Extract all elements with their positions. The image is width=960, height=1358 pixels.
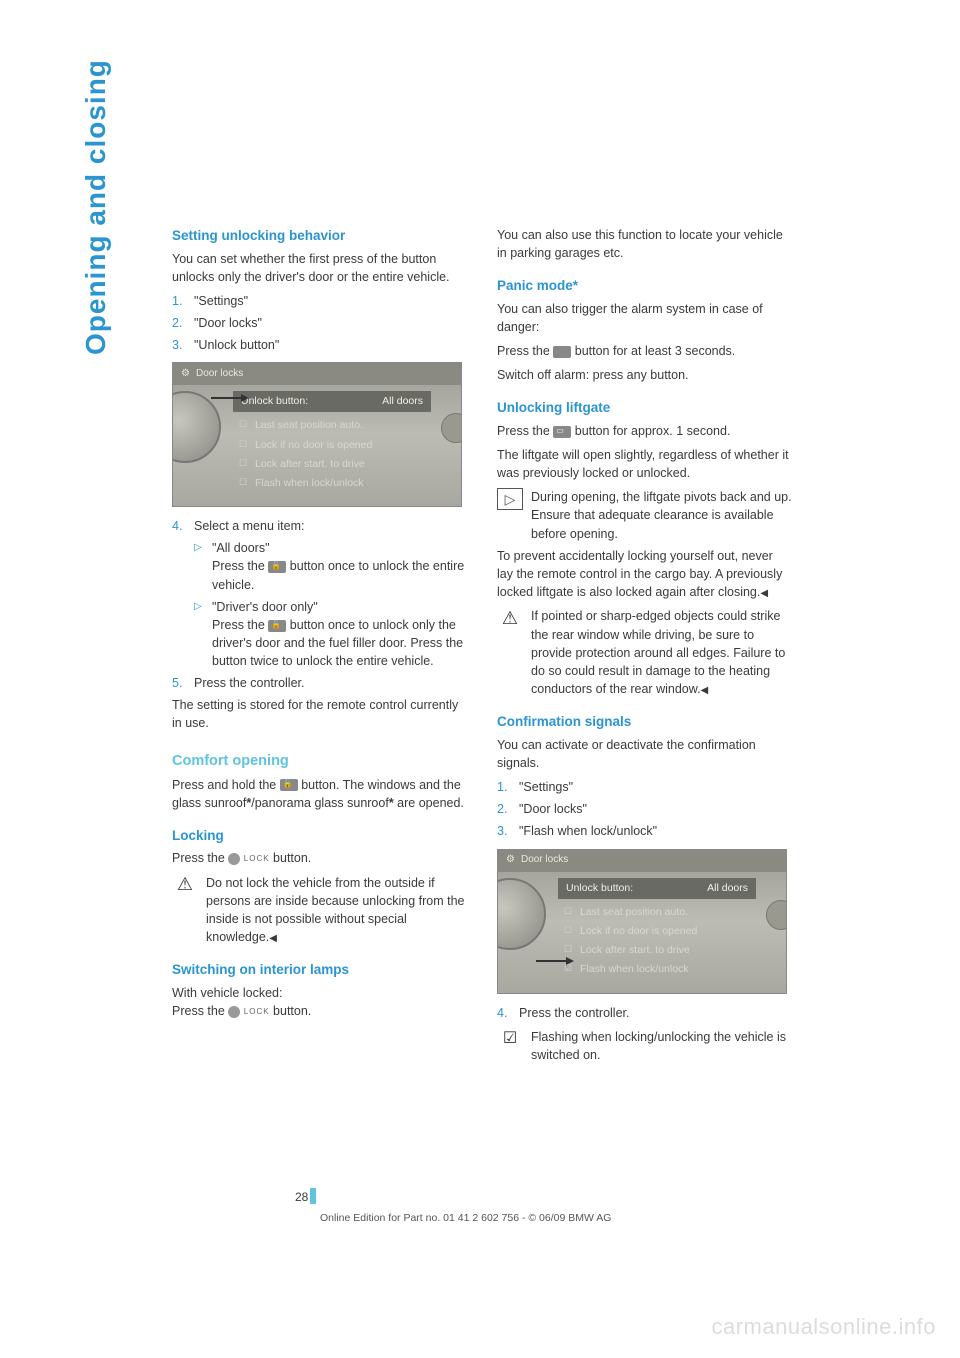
para: You can also trigger the alarm system in… xyxy=(497,300,792,336)
step-num: 3. xyxy=(497,822,519,840)
warning-icon xyxy=(172,874,198,896)
menu-row: Last seat position auto. xyxy=(558,903,756,922)
menu-row-selected: Unlock button:All doors xyxy=(558,878,756,899)
heading-comfort-opening: Comfort opening xyxy=(172,751,467,772)
menu-screenshot-2: ⚙Door locks Unlock button:All doors Last… xyxy=(497,849,787,994)
para: You can activate or deactivate the confi… xyxy=(497,736,792,772)
list-item: 1."Settings" xyxy=(497,778,792,796)
step-text: Press the controller. xyxy=(519,1004,792,1022)
para: You can also use this function to locate… xyxy=(497,226,792,262)
para: You can set whether the first press of t… xyxy=(172,250,467,286)
section-title: Opening and closing xyxy=(80,59,112,355)
page-number-accent xyxy=(310,1188,316,1204)
step-num: 1. xyxy=(497,778,519,796)
menu-header: ⚙Door locks xyxy=(173,363,461,385)
para: With vehicle locked: Press the LOCK butt… xyxy=(172,984,467,1020)
menu-row: Lock after start. to drive xyxy=(233,455,431,474)
unlock-button-icon xyxy=(268,561,286,573)
left-column: Setting unlocking behavior You can set w… xyxy=(172,226,467,1068)
note-text: Do not lock the vehicle from the outside… xyxy=(206,874,467,947)
warning-icon xyxy=(497,607,523,629)
footer: Online Edition for Part no. 01 41 2 602 … xyxy=(320,1212,611,1224)
list-item: 3."Unlock button" xyxy=(172,336,467,354)
para: To prevent accidentally locking yourself… xyxy=(497,547,792,602)
menu-row: Flash when lock/unlock xyxy=(233,474,431,493)
heading-setting-unlocking: Setting unlocking behavior xyxy=(172,226,467,246)
right-column: You can also use this function to locate… xyxy=(497,226,792,1068)
check-note: Flashing when locking/unlocking the vehi… xyxy=(497,1028,792,1064)
step-num: 5. xyxy=(172,674,194,692)
para: Press the button for at least 3 seconds. xyxy=(497,342,792,360)
pointer-arrow-icon xyxy=(536,960,568,962)
lock-label: LOCK xyxy=(244,853,270,865)
liftgate-button-icon xyxy=(553,426,571,438)
warning-note: If pointed or sharp-edged objects could … xyxy=(497,607,792,698)
step-text: "Door locks" xyxy=(194,314,467,332)
list-item: 2."Door locks" xyxy=(497,800,792,818)
menu-screenshot-1: ⚙Door locks Unlock button:All doors Last… xyxy=(172,362,462,507)
list-item: 4.Select a menu item: xyxy=(172,517,467,535)
para: Press and hold the button. The windows a… xyxy=(172,776,467,812)
para: Press the LOCK button. xyxy=(172,849,467,867)
list-item: 3."Flash when lock/unlock" xyxy=(497,822,792,840)
heading-locking: Locking xyxy=(172,826,467,846)
step-num: 3. xyxy=(172,336,194,354)
info-icon xyxy=(497,488,523,510)
lock-circle-icon xyxy=(228,853,240,865)
step-num: 1. xyxy=(172,292,194,310)
page-body: Setting unlocking behavior You can set w… xyxy=(172,226,792,1068)
note-text: During opening, the liftgate pivots back… xyxy=(531,488,792,542)
heading-unlocking-liftgate: Unlocking liftgate xyxy=(497,398,792,418)
list-item: 5.Press the controller. xyxy=(172,674,467,692)
sub-text: "All doors" Press the button once to unl… xyxy=(212,539,467,593)
alarm-button-icon xyxy=(553,346,571,358)
note-text: If pointed or sharp-edged objects could … xyxy=(531,607,792,698)
step-text: "Door locks" xyxy=(519,800,792,818)
step-text: "Settings" xyxy=(194,292,467,310)
heading-confirmation-signals: Confirmation signals xyxy=(497,712,792,732)
step-text: "Settings" xyxy=(519,778,792,796)
menu-row-selected: Unlock button:All doors xyxy=(233,391,431,412)
step-text: "Unlock button" xyxy=(194,336,467,354)
warning-note: Do not lock the vehicle from the outside… xyxy=(172,874,467,947)
pointer-arrow-icon xyxy=(211,397,243,399)
lock-label: LOCK xyxy=(244,1006,270,1018)
step-text: Select a menu item: xyxy=(194,517,467,535)
triangle-marker-icon: ▷ xyxy=(194,598,212,671)
menu-row: Lock after start. to drive xyxy=(558,941,756,960)
heading-interior-lamps: Switching on interior lamps xyxy=(172,960,467,980)
menu-header: ⚙Door locks xyxy=(498,850,786,872)
para: The liftgate will open slightly, regardl… xyxy=(497,446,792,482)
checkbox-icon xyxy=(497,1028,523,1050)
step-num: 2. xyxy=(497,800,519,818)
sub-list-item: ▷ "All doors" Press the button once to u… xyxy=(172,539,467,593)
info-note: During opening, the liftgate pivots back… xyxy=(497,488,792,542)
unlock-button-icon xyxy=(268,620,286,632)
menu-row: Lock if no door is opened xyxy=(558,922,756,941)
sub-text: "Driver's door only" Press the button on… xyxy=(212,598,467,671)
step-num: 2. xyxy=(172,314,194,332)
sub-list-item: ▷ "Driver's door only" Press the button … xyxy=(172,598,467,671)
triangle-marker-icon: ▷ xyxy=(194,539,212,593)
unlock-button-icon xyxy=(280,779,298,791)
para: Switch off alarm: press any button. xyxy=(497,366,792,384)
lock-circle-icon xyxy=(228,1006,240,1018)
menu-row: Flash when lock/unlock xyxy=(558,960,756,979)
list-item: 2."Door locks" xyxy=(172,314,467,332)
menu-row: Lock if no door is opened xyxy=(233,436,431,455)
list-item: 1."Settings" xyxy=(172,292,467,310)
step-num: 4. xyxy=(172,517,194,535)
step-num: 4. xyxy=(497,1004,519,1022)
page-number: 28 xyxy=(295,1190,308,1204)
step-text: "Flash when lock/unlock" xyxy=(519,822,792,840)
para: Press the button for approx. 1 second. xyxy=(497,422,792,440)
heading-panic-mode: Panic mode* xyxy=(497,276,792,296)
note-text: Flashing when locking/unlocking the vehi… xyxy=(531,1028,792,1064)
para: The setting is stored for the remote con… xyxy=(172,696,467,732)
watermark: carmanualsonline.info xyxy=(711,1314,936,1340)
list-item: 4.Press the controller. xyxy=(497,1004,792,1022)
menu-row: Last seat position auto. xyxy=(233,416,431,435)
step-text: Press the controller. xyxy=(194,674,467,692)
